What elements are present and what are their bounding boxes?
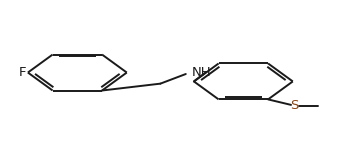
Text: S: S — [290, 99, 299, 112]
Text: NH: NH — [192, 66, 212, 79]
Text: F: F — [19, 66, 26, 79]
